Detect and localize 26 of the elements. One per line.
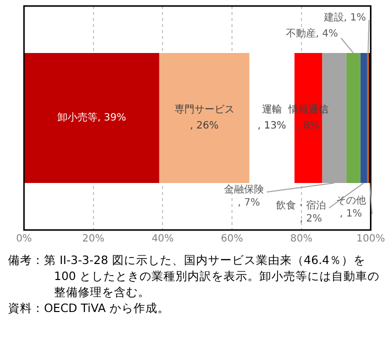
bar xyxy=(159,53,250,183)
x-tick-label: 40% xyxy=(152,234,174,245)
data-label: , 7% xyxy=(238,198,260,209)
bar xyxy=(346,53,360,183)
x-tick-label: 80% xyxy=(290,234,312,245)
data-label: , 2% xyxy=(300,214,322,225)
x-tick-label: 0% xyxy=(16,234,32,245)
data-label: , 26% xyxy=(190,120,219,132)
data-label: , 8% xyxy=(297,120,320,132)
text: 建設, 1% xyxy=(324,12,366,24)
text: 備考：第 II-3-3-28 図に示した、国内サービス業由来（46.4％）を 100 としたときの業種別内訳を表示。卸小売等には自動車の整備修理を含む。 xyxy=(8,252,380,300)
data-label: , 13% xyxy=(258,120,286,132)
text: 金融保険 xyxy=(224,184,264,196)
series-label: 運輸 xyxy=(262,104,282,116)
bar xyxy=(24,53,160,183)
x-tick-label: 60% xyxy=(220,234,244,245)
text: 不動産, 4% xyxy=(286,28,338,40)
series-label: 専門サービス xyxy=(174,104,234,116)
text: 飲食・宿泊 xyxy=(276,200,326,212)
text: 卸小売等, 39% xyxy=(58,112,126,124)
series-label: その他 xyxy=(336,194,366,207)
x-tick-label: 20% xyxy=(82,234,104,245)
x-tick-label: 100% xyxy=(356,234,385,245)
bar xyxy=(360,53,368,183)
text: 資料：OECD TiVA から作成。 xyxy=(8,300,170,316)
data-label: , 1% xyxy=(340,208,362,220)
